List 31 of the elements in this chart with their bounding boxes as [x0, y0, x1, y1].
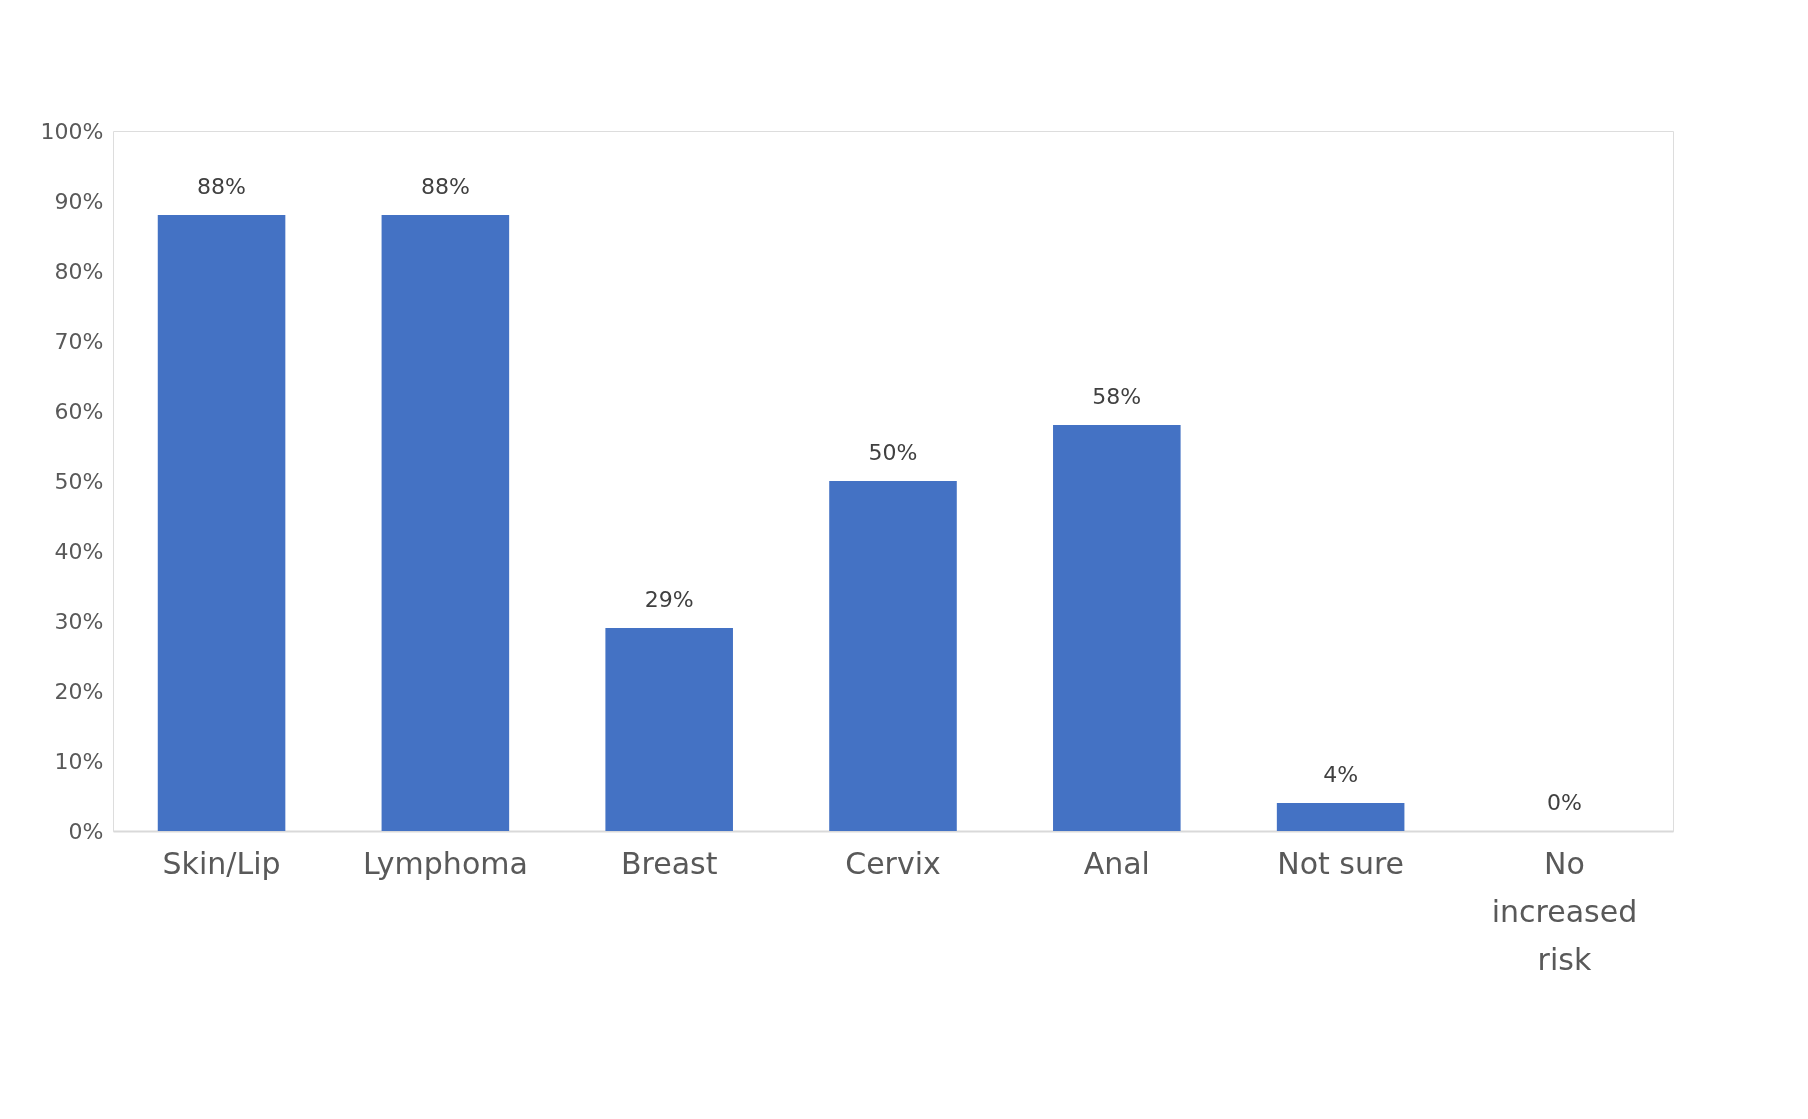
y-tick-label: 60% — [54, 398, 104, 424]
bar — [157, 215, 286, 831]
data-label: 0% — [1547, 790, 1582, 815]
y-tick-label: 100% — [40, 118, 104, 144]
data-label: 29% — [644, 587, 694, 612]
x-tick-label: Cervix — [845, 845, 941, 881]
y-tick-label: 70% — [54, 328, 104, 354]
y-tick-label: 90% — [54, 188, 104, 214]
data-label: 58% — [1092, 384, 1142, 409]
bar — [1276, 803, 1405, 831]
bar — [381, 215, 510, 831]
x-tick-label: Skin/Lip — [162, 845, 281, 881]
data-label: 88% — [420, 174, 470, 199]
y-tick-label: 10% — [54, 748, 104, 774]
y-tick-label: 40% — [54, 538, 104, 564]
bar — [829, 481, 957, 831]
bar — [1053, 425, 1181, 831]
data-label: 50% — [868, 440, 918, 465]
x-tick-label: Lymphoma — [362, 845, 528, 881]
y-tick-label: 30% — [54, 608, 104, 634]
y-tick-label: 50% — [54, 468, 104, 494]
x-tick-label: Breast — [620, 845, 718, 881]
y-tick-label: 80% — [54, 258, 104, 284]
x-tick-label: Anal — [1083, 845, 1150, 881]
y-tick-label: 0% — [68, 818, 104, 844]
x-tick-label: No increased risk — [1491, 845, 1638, 977]
x-tick-label: Not sure — [1277, 845, 1405, 881]
data-label: 88% — [197, 174, 246, 199]
data-label: 4% — [1323, 762, 1359, 787]
y-tick-label: 20% — [54, 678, 104, 704]
bar — [605, 628, 733, 831]
